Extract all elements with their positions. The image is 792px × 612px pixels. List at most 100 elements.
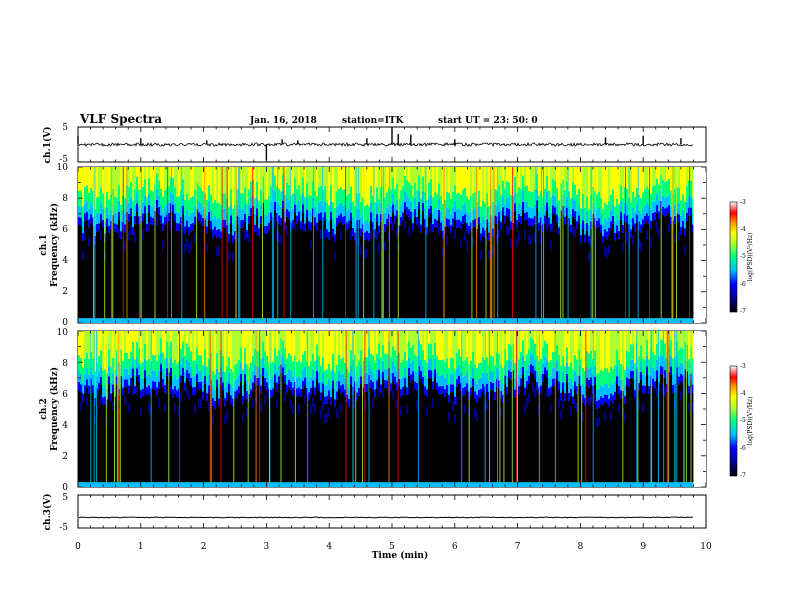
- spec-band: [172, 178, 174, 194]
- spec-band: [160, 482, 162, 487]
- spec-band: [328, 331, 330, 364]
- spec-band: [580, 242, 582, 319]
- spec-band: [432, 213, 434, 224]
- spec-band: [220, 231, 222, 239]
- spec-band: [360, 365, 362, 377]
- spec-band: [502, 394, 504, 403]
- spec-band: [250, 181, 252, 198]
- spec-band: [430, 213, 432, 319]
- spec-band: [180, 482, 182, 487]
- spec-band: [266, 199, 268, 216]
- spec-band: [454, 370, 456, 386]
- spec-band: [680, 347, 682, 363]
- spec-band: [162, 196, 164, 213]
- spec-band: [222, 227, 224, 319]
- spec-band: [672, 318, 674, 323]
- sferic-streak: [322, 167, 324, 319]
- spec-band: [340, 331, 342, 359]
- spec-band: [326, 331, 328, 370]
- spec-band: [510, 221, 512, 230]
- spec-band: [124, 224, 126, 233]
- spec-band: [372, 482, 374, 487]
- sferic-streak: [269, 331, 270, 483]
- spec-band: [626, 204, 628, 216]
- spec-band: [346, 195, 348, 212]
- spec-band: [204, 365, 206, 376]
- spec-band: [614, 167, 616, 207]
- spec-band: [80, 331, 82, 358]
- spec-band: [428, 198, 430, 209]
- spec-band: [660, 482, 662, 487]
- sferic-streak: [567, 167, 569, 319]
- spec-band: [474, 391, 476, 399]
- spec-band: [358, 193, 360, 210]
- spec-band: [374, 397, 376, 483]
- spec-band: [136, 482, 138, 487]
- spec-band: [126, 353, 128, 369]
- spec-band: [242, 219, 244, 228]
- spec-band: [428, 377, 430, 483]
- spec-band: [218, 372, 220, 388]
- spec-band: [496, 482, 498, 487]
- spec-band: [584, 397, 586, 406]
- spec-band: [512, 331, 514, 344]
- spec-band: [216, 318, 218, 323]
- spec-band: [198, 381, 200, 390]
- spec-band: [140, 379, 142, 390]
- spec-band: [452, 226, 454, 319]
- spec-band: [374, 389, 376, 398]
- spec-band: [452, 384, 454, 393]
- spec-band: [498, 482, 500, 487]
- spec-band: [564, 205, 566, 217]
- spec-band: [638, 382, 640, 391]
- spec-band: [260, 482, 262, 487]
- spec-band: [192, 230, 194, 319]
- spec-band: [450, 214, 452, 226]
- spec-band: [518, 386, 520, 394]
- spec-band: [548, 482, 550, 487]
- spec-band: [656, 318, 658, 323]
- spec-band: [532, 207, 534, 219]
- spec-band: [228, 222, 230, 234]
- spec-band: [160, 223, 162, 319]
- spec-band: [584, 223, 586, 235]
- spec-band: [142, 186, 144, 203]
- spec-band: [344, 362, 346, 379]
- spec-band: [604, 236, 606, 319]
- spec-band: [570, 377, 572, 389]
- spec-band: [156, 189, 158, 200]
- spec-band: [288, 211, 290, 220]
- spec-band: [124, 352, 126, 369]
- spec-band: [80, 206, 82, 218]
- spec-band: [680, 390, 682, 401]
- spec-band: [564, 224, 566, 319]
- spec-band: [308, 194, 310, 211]
- spec-band: [480, 362, 482, 378]
- spec-band: [146, 482, 148, 487]
- spec-band: [396, 355, 398, 372]
- spec-band: [212, 387, 214, 398]
- spec-band: [608, 372, 610, 388]
- spec-band: [524, 318, 526, 323]
- spec-band: [588, 235, 590, 244]
- spec-band: [504, 375, 506, 384]
- spec-band: [176, 331, 178, 364]
- spec-band: [594, 318, 596, 323]
- spec-band: [500, 407, 502, 418]
- spec-band: [394, 318, 396, 323]
- spec-band: [490, 389, 492, 483]
- spec-band: [534, 318, 536, 323]
- spec-band: [314, 318, 316, 323]
- spec-band: [320, 409, 322, 419]
- spec-band: [300, 377, 302, 389]
- spec-band: [634, 331, 636, 364]
- spec-band: [262, 357, 264, 368]
- spec-band: [136, 318, 138, 323]
- sferic-streak: [554, 331, 556, 483]
- spec-band: [500, 398, 502, 483]
- spec-band: [302, 331, 304, 355]
- spec-band: [506, 386, 508, 395]
- spec-band: [410, 318, 412, 323]
- spec-band: [492, 318, 494, 323]
- spec-band: [642, 192, 644, 209]
